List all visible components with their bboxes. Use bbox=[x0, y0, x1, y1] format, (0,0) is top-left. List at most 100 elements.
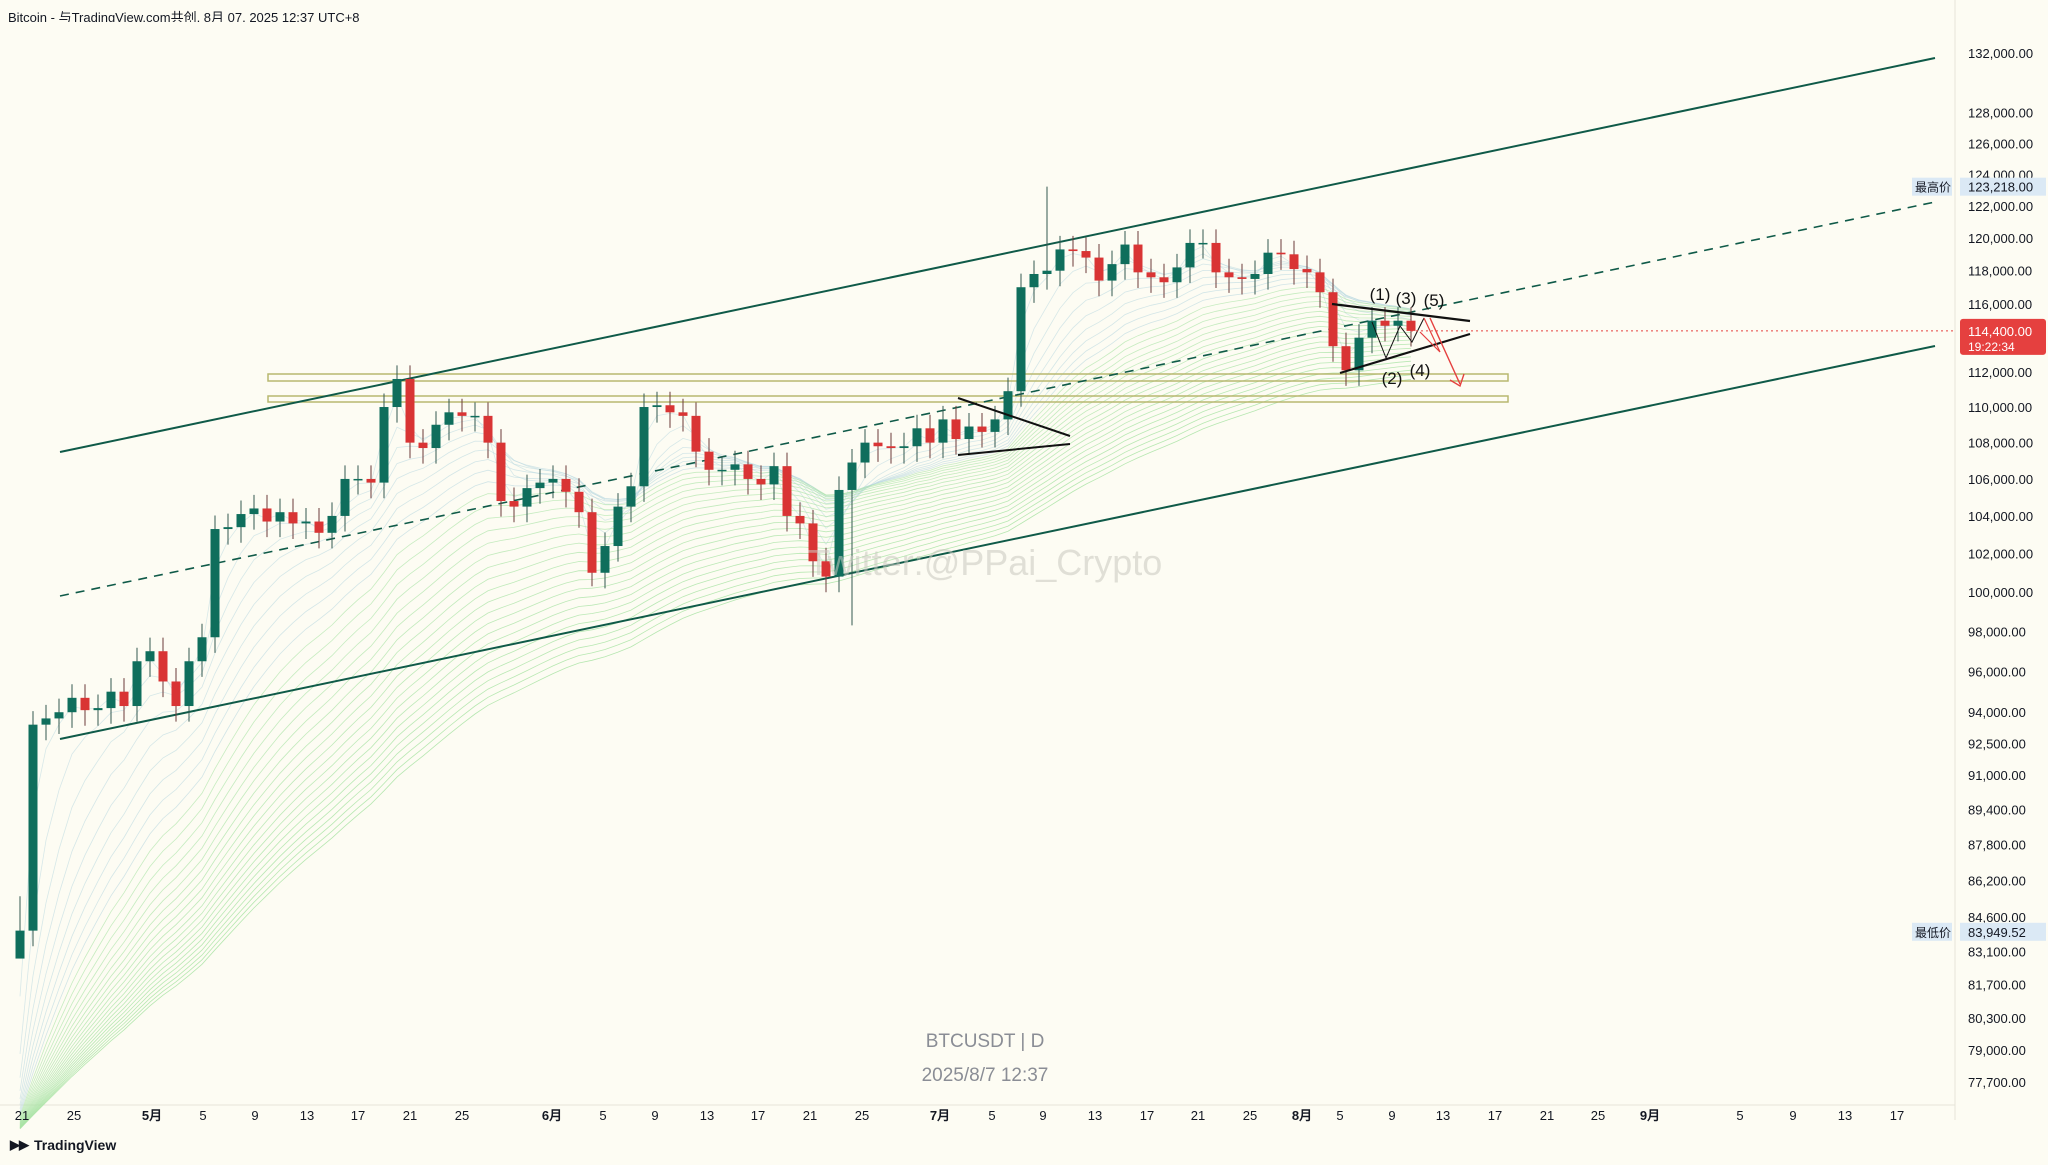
candle-body bbox=[678, 412, 688, 416]
candle-body bbox=[886, 446, 896, 449]
candle-body bbox=[964, 426, 974, 440]
candle-body bbox=[756, 478, 766, 485]
time-tick-label: 5 bbox=[1336, 1108, 1343, 1123]
ema-line bbox=[19, 315, 1412, 1124]
price-tick-label: 128,000.00 bbox=[1968, 106, 2033, 121]
time-tick-label: 5 bbox=[199, 1108, 206, 1123]
candle-body bbox=[704, 451, 714, 470]
time-tick-label: 25 bbox=[455, 1108, 469, 1123]
time-tick-label: 17 bbox=[751, 1108, 765, 1123]
time-tick-label: 6月 bbox=[542, 1108, 562, 1123]
chart-header: Bitcoin - 与TradingView.com共创, 8月 07, 202… bbox=[8, 10, 360, 25]
candle-body bbox=[730, 464, 740, 470]
candle-body bbox=[353, 478, 363, 481]
low-marker-value-bg bbox=[1960, 922, 2046, 941]
candle-body bbox=[1341, 346, 1351, 371]
candle-body bbox=[431, 424, 441, 449]
resistance-zone-upper bbox=[267, 373, 1509, 382]
candle-body bbox=[834, 489, 844, 577]
triangle-lower-july bbox=[957, 443, 1071, 456]
candle-body bbox=[496, 442, 506, 502]
time-tick-label: 9月 bbox=[1640, 1108, 1660, 1123]
candle-body bbox=[249, 508, 259, 515]
ema-line bbox=[19, 360, 1412, 1129]
candle-body bbox=[275, 512, 285, 522]
candle-body bbox=[1393, 320, 1403, 326]
ema-line bbox=[19, 305, 1412, 1122]
time-tick-label: 5 bbox=[599, 1108, 606, 1123]
candle-body bbox=[1380, 320, 1390, 326]
ema-line bbox=[19, 343, 1412, 1127]
time-tick-label: 7月 bbox=[930, 1108, 950, 1123]
candle-body bbox=[1302, 269, 1312, 273]
candle-body bbox=[1172, 267, 1182, 283]
price-tick-label: 87,800.00 bbox=[1968, 838, 2026, 853]
plot-area bbox=[10, 22, 1955, 1105]
tradingview-brand: TradingView bbox=[34, 1137, 117, 1153]
wave-label: (2) bbox=[1382, 369, 1403, 388]
triangle-upper-aug bbox=[1331, 302, 1471, 323]
candle-body bbox=[665, 405, 675, 413]
price-tick-label: 126,000.00 bbox=[1968, 136, 2033, 151]
candle-body bbox=[366, 478, 376, 483]
candle-body bbox=[938, 419, 948, 443]
ema-line bbox=[19, 310, 1412, 1123]
candle-body bbox=[691, 415, 701, 452]
price-tick-label: 122,000.00 bbox=[1968, 199, 2033, 214]
candle-body bbox=[1146, 272, 1156, 278]
time-tick-label: 25 bbox=[855, 1108, 869, 1123]
time-tick-label: 5 bbox=[1736, 1108, 1743, 1123]
time-tick-label: 13 bbox=[700, 1108, 714, 1123]
current-price-value: 114,400.00 bbox=[1968, 324, 2032, 339]
ema-ribbon bbox=[19, 245, 1412, 1130]
candle-body bbox=[1224, 272, 1234, 278]
candle-body bbox=[613, 506, 623, 547]
candle-body bbox=[873, 442, 883, 447]
candle-body bbox=[1406, 320, 1416, 331]
candle-body bbox=[197, 637, 207, 662]
channel-upper-line bbox=[59, 57, 1936, 453]
candle-body bbox=[392, 378, 402, 408]
candle-body bbox=[548, 478, 558, 483]
price-tick-label: 81,700.00 bbox=[1968, 978, 2026, 993]
price-tick-label: 84,600.00 bbox=[1968, 910, 2026, 925]
wave-path bbox=[1371, 317, 1425, 360]
price-tick-label: 110,000.00 bbox=[1968, 400, 2032, 415]
price-tick-label: 132,000.00 bbox=[1968, 46, 2033, 61]
candle-body bbox=[561, 478, 571, 492]
price-tick-label: 104,000.00 bbox=[1968, 509, 2033, 524]
time-tick-label: 17 bbox=[351, 1108, 365, 1123]
triangle-upper-july bbox=[957, 397, 1071, 437]
candle-body bbox=[1289, 254, 1299, 270]
price-tick-label: 102,000.00 bbox=[1968, 547, 2033, 562]
price-tick-label: 118,000.00 bbox=[1968, 264, 2032, 279]
candle-body bbox=[626, 486, 636, 507]
projection-arrowhead bbox=[1449, 373, 1465, 388]
candle-body bbox=[821, 561, 831, 577]
candle-body bbox=[145, 651, 155, 662]
candle-body bbox=[54, 712, 64, 719]
high-marker-value-bg bbox=[1960, 177, 2046, 196]
candle-body bbox=[587, 512, 597, 573]
ema-line bbox=[19, 286, 1412, 1117]
time-axis: 21 25 5月 5 9 13 17 21 25 6月 5 9 13 17 21 25 7月 5 9 13 17 21 25… bbox=[15, 1108, 1904, 1123]
candle-body bbox=[236, 514, 246, 528]
price-tick-label: 120,000.00 bbox=[1968, 231, 2033, 246]
ema-line bbox=[19, 325, 1412, 1125]
ema-line bbox=[19, 369, 1412, 1129]
tradingview-logo: ▶▶ TradingView bbox=[10, 1137, 116, 1153]
candle-body bbox=[1328, 292, 1338, 347]
candle-body bbox=[574, 491, 584, 513]
candle-body bbox=[990, 419, 1000, 432]
tradingview-icon: ▶▶ bbox=[10, 1137, 29, 1152]
candle-body bbox=[41, 718, 51, 725]
ema-line bbox=[19, 335, 1412, 1126]
price-tick-label: 91,000.00 bbox=[1968, 768, 2026, 783]
time-tick-label: 13 bbox=[300, 1108, 314, 1123]
candle-body bbox=[80, 697, 90, 711]
ema-line bbox=[19, 356, 1412, 1128]
candle-body bbox=[522, 488, 532, 507]
candle-body bbox=[171, 681, 181, 707]
